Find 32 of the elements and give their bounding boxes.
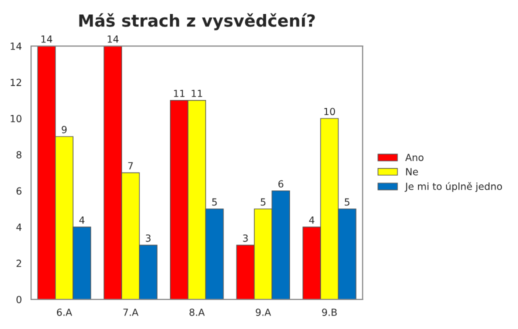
data-label: 5 <box>260 198 266 206</box>
data-label: 14 <box>108 36 118 43</box>
y-tick-label: 10 <box>10 114 22 122</box>
legend-label: Ne <box>406 168 418 176</box>
y-tick-label: 6 <box>16 187 22 195</box>
y-tick-label: 2 <box>16 260 22 267</box>
y-tick-label: 0 <box>16 296 22 304</box>
legend-label: Ano <box>405 154 424 162</box>
data-label: 4 <box>309 216 314 224</box>
chart-title: Máš strach z vysvědčení? <box>79 13 315 30</box>
data-label: 3 <box>146 234 151 242</box>
data-label: 10 <box>324 108 335 116</box>
x-tick-label: 7.A <box>123 308 138 316</box>
x-tick-label: 9.A <box>256 308 272 316</box>
data-label: 5 <box>344 198 350 206</box>
data-label: 9 <box>62 126 67 134</box>
x-tick-label: 8.A <box>190 308 205 316</box>
data-label: 11 <box>174 90 184 97</box>
y-tick-label: 4 <box>16 224 22 231</box>
data-label: 5 <box>212 198 217 206</box>
y-tick-label: 12 <box>10 78 22 86</box>
data-label: 6 <box>278 180 284 188</box>
legend-label: Je mi to úplně jedno <box>404 182 502 192</box>
y-tick-label: 8 <box>16 151 22 158</box>
data-label: 3 <box>243 234 248 242</box>
y-tick-label: 14 <box>10 42 22 50</box>
x-tick-label: 9.B <box>322 308 337 316</box>
data-label: 11 <box>192 90 202 97</box>
x-tick-label: 6.A <box>56 308 72 316</box>
data-label: 14 <box>41 36 52 43</box>
data-label: 7 <box>128 162 133 170</box>
data-label: 4 <box>79 216 84 224</box>
